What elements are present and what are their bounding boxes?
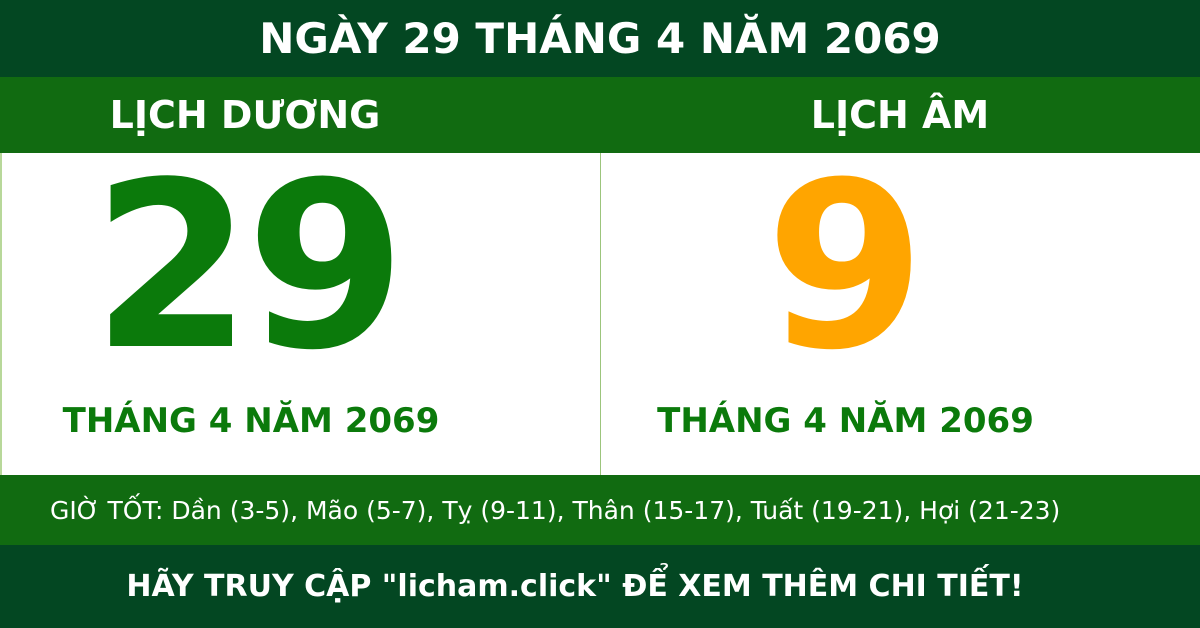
calendar-body: 29 THÁNG 4 NĂM 2069 9 THÁNG 4 NĂM 2069 xyxy=(0,153,1200,475)
solar-calendar-label: LỊCH DƯƠNG xyxy=(109,93,381,137)
lunar-calendar-label: LỊCH ÂM xyxy=(810,93,990,137)
lunar-month-year: THÁNG 4 NĂM 2069 xyxy=(657,401,1034,441)
good-hours: GIỜ TỐT: Dần (3-5), Mão (5-7), Tỵ (9-11)… xyxy=(0,475,1200,545)
solar-month-year: THÁNG 4 NĂM 2069 xyxy=(62,401,440,441)
lunar-panel: 9 THÁNG 4 NĂM 2069 xyxy=(600,153,1200,475)
lunar-day: 9 xyxy=(765,134,926,401)
calendar-headers: LỊCH DƯƠNG LỊCH ÂM xyxy=(0,77,1200,153)
solar-day: 29 xyxy=(91,134,406,401)
page-title: NGÀY 29 THÁNG 4 NĂM 2069 xyxy=(0,0,1200,77)
solar-panel: 29 THÁNG 4 NĂM 2069 xyxy=(0,153,600,475)
footer-cta: HÃY TRUY CẬP "licham.click" ĐỂ XEM THÊM … xyxy=(0,545,1200,628)
